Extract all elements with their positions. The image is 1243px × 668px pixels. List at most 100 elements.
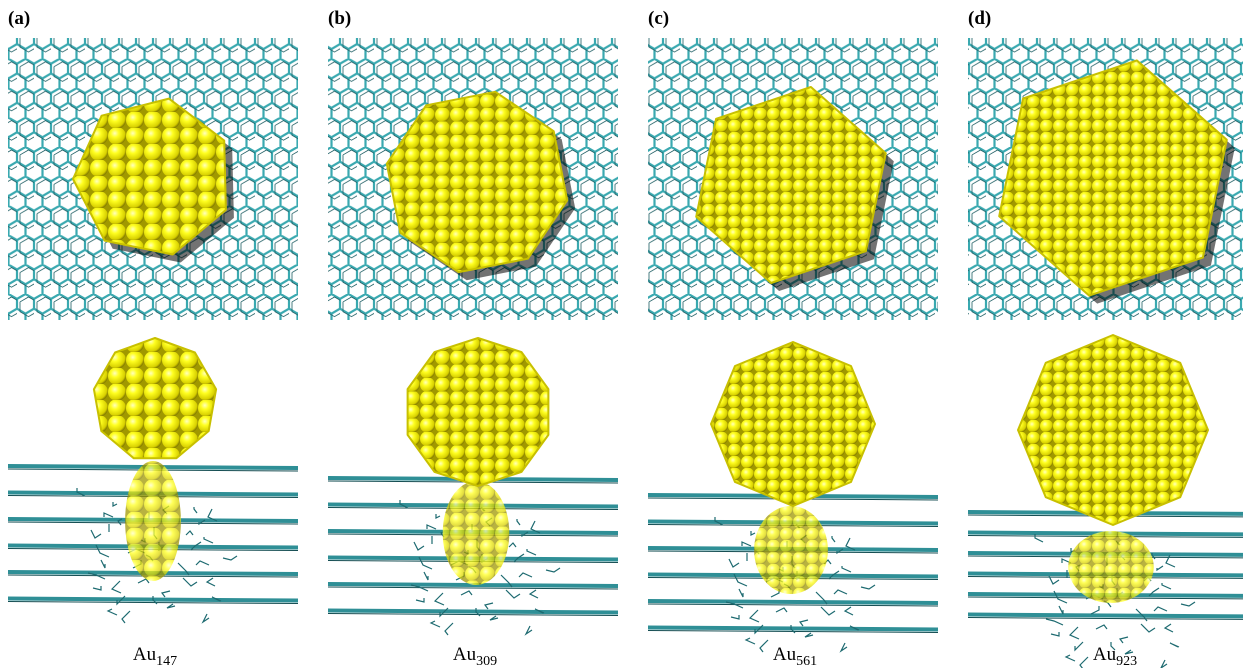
embedded-gold (125, 461, 181, 581)
disordered-bond (1161, 660, 1167, 668)
disordered-bond (122, 611, 130, 623)
graphene-layer (648, 601, 938, 603)
disordered-bond (1046, 619, 1063, 625)
gold-cluster-side (711, 342, 875, 506)
disordered-bond (186, 531, 193, 535)
disordered-bond (445, 623, 453, 635)
caption-base: Au (133, 644, 157, 665)
disordered-bond (845, 607, 853, 615)
disordered-bond (746, 638, 755, 644)
disordered-bond (461, 591, 472, 595)
graphene-layer (648, 628, 938, 630)
disordered-bond (1066, 655, 1075, 661)
disordered-bond (1091, 606, 1099, 614)
caption-subscript: 309 (476, 654, 497, 668)
panel-label: (a) (8, 8, 30, 29)
disordered-bond (527, 549, 536, 555)
graphene-layer (968, 615, 1243, 617)
gold-cluster-side (94, 338, 216, 458)
disordered-bond (1141, 624, 1155, 632)
disordered-bond (776, 608, 787, 612)
disordered-bond (861, 585, 875, 589)
disordered-bond (1166, 555, 1175, 567)
disordered-bond (729, 559, 739, 567)
disordered-bond (805, 633, 813, 637)
panel-label: (d) (968, 8, 991, 29)
disordered-bond (1070, 627, 1079, 639)
disordered-bond (1162, 583, 1171, 589)
disordered-bond (204, 537, 213, 543)
disordered-bond (203, 614, 209, 622)
disordered-bond (435, 593, 444, 605)
panel-caption: Au923 (1093, 644, 1137, 668)
disordered-bond (167, 604, 175, 608)
disordered-bond (162, 591, 170, 597)
disordered-bond (431, 621, 440, 627)
disordered-bond (490, 616, 498, 620)
disordered-bond (104, 513, 113, 517)
graphene-layer (328, 611, 618, 613)
disordered-bond (841, 643, 847, 651)
disordered-bond (1059, 606, 1063, 614)
disordered-bond (530, 590, 538, 598)
caption-base: Au (773, 644, 797, 665)
disordered-bond (842, 566, 851, 572)
disordered-bond (108, 609, 117, 615)
embedded-gold (754, 506, 828, 594)
disordered-bond (832, 536, 835, 542)
disordered-bond (1096, 625, 1107, 629)
disordered-bond (101, 560, 105, 568)
disordered-bond (546, 568, 560, 572)
disordered-bond (750, 610, 759, 622)
caption-subscript: 923 (1116, 654, 1137, 668)
disordered-bond (1157, 566, 1163, 570)
disordered-bond (416, 598, 424, 602)
disordered-bond (436, 514, 440, 518)
gold-cluster-side (408, 338, 549, 486)
caption-base: Au (1093, 644, 1117, 665)
disordered-bond (1181, 602, 1195, 606)
disordered-bond (427, 525, 436, 529)
disordered-bond (1035, 534, 1043, 542)
disordered-bond (1051, 632, 1059, 636)
panel-caption: Au561 (773, 644, 817, 668)
disordered-bond (194, 507, 197, 513)
disordered-bond (506, 590, 520, 598)
caption-subscript: 147 (156, 654, 177, 668)
disordered-bond (526, 626, 532, 634)
panel-label: (c) (648, 8, 669, 29)
disordered-bond (517, 519, 520, 525)
disordered-bond (183, 578, 197, 586)
disordered-bond (485, 603, 493, 609)
disordered-bond (196, 561, 209, 565)
disordered-bond (93, 586, 101, 590)
caption-subscript: 561 (796, 654, 817, 668)
disordered-bond (1154, 607, 1167, 611)
disordered-bond (821, 607, 835, 615)
disordered-bond (834, 590, 847, 594)
disordered-bond (1165, 624, 1173, 632)
disordered-bond (424, 572, 428, 580)
panel-caption: Au309 (453, 644, 497, 668)
disordered-bond (800, 620, 808, 626)
figure: (a)Au147(b)Au309(c)Au561(d)Au923 (0, 0, 1243, 668)
disordered-bond (1120, 637, 1128, 643)
gold-cluster-side (1018, 335, 1208, 525)
disordered-bond (91, 530, 101, 538)
disordered-bond (742, 542, 751, 546)
page: (a)Au147(b)Au309(c)Au561(d)Au923 (() => … (0, 0, 1243, 668)
disordered-bond (414, 542, 424, 550)
disordered-bond (223, 556, 237, 560)
disordered-bond (760, 640, 768, 652)
disordered-bond (1075, 642, 1083, 650)
disordered-bond (1170, 643, 1179, 647)
disordered-bond (519, 573, 532, 577)
disordered-bond (751, 531, 755, 535)
panel-label: (b) (328, 8, 351, 29)
disordered-bond (731, 615, 739, 619)
embedded-gold (443, 481, 510, 585)
disordered-bond (113, 502, 117, 506)
panel-caption: Au147 (133, 644, 177, 668)
disordered-bond (207, 578, 215, 586)
disordered-bond (112, 581, 121, 593)
